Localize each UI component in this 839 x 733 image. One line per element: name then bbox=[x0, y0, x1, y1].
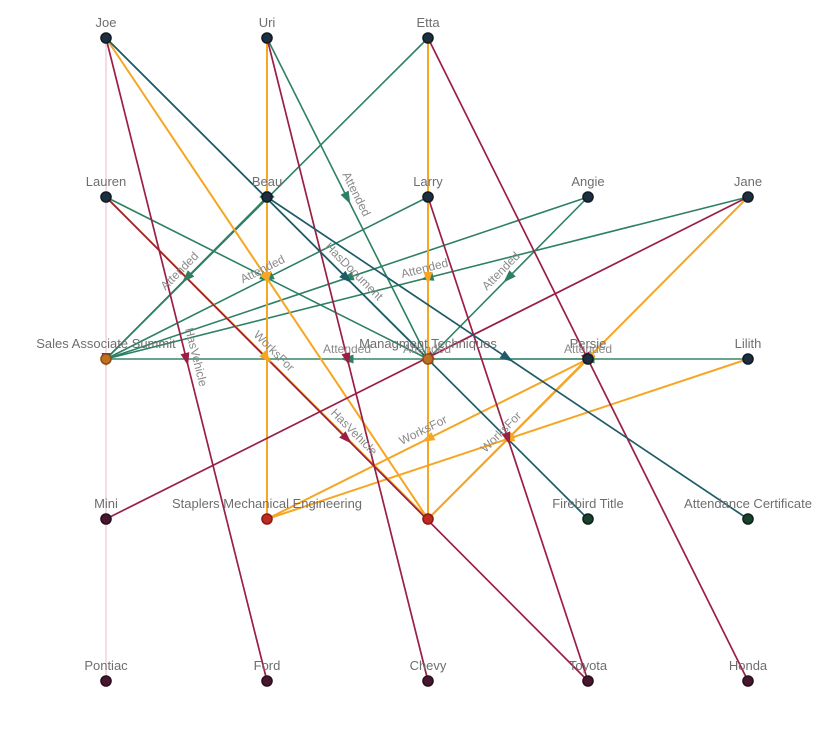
node-label-larry: Larry bbox=[413, 174, 443, 189]
node-label-persie: Persie bbox=[570, 336, 607, 351]
edge-label-persie-staplers: WorksFor bbox=[397, 412, 450, 448]
node-label-etta: Etta bbox=[416, 15, 440, 30]
node-angie[interactable] bbox=[582, 191, 594, 203]
node-label-beau: Beau bbox=[252, 174, 282, 189]
node-joe[interactable] bbox=[100, 32, 112, 44]
node-company2[interactable] bbox=[422, 513, 434, 525]
node-label-sas: Sales Associate Summit bbox=[36, 336, 176, 351]
node-labels-layer: Joe Uri Etta Lauren Beau Larry Angie Jane Sales … bbox=[36, 15, 812, 673]
edge-label-angie-mt: Attended bbox=[479, 249, 523, 293]
arrowhead-uri-chevy bbox=[341, 352, 351, 366]
node-mini[interactable] bbox=[100, 513, 112, 525]
edge-label-lauren-company2: WorksFor bbox=[251, 328, 298, 375]
node-lauren[interactable] bbox=[100, 191, 112, 203]
node-label-mini: Mini bbox=[94, 496, 118, 511]
node-larry[interactable] bbox=[422, 191, 434, 203]
node-lilith[interactable] bbox=[742, 353, 754, 365]
node-persie[interactable] bbox=[582, 353, 594, 365]
node-uri[interactable] bbox=[261, 32, 273, 44]
node-label-chevy: Chevy bbox=[410, 658, 447, 673]
node-label-ft: Firebird Title bbox=[552, 496, 624, 511]
node-honda[interactable] bbox=[742, 675, 754, 687]
arrowhead-uri-staplers bbox=[262, 272, 272, 285]
arrowhead-beau-ac bbox=[499, 350, 513, 362]
node-label-ford: Ford bbox=[254, 658, 281, 673]
edge-label-lilith-mt: Attended bbox=[564, 342, 612, 356]
arrowhead-lauren-company2 bbox=[259, 350, 272, 363]
node-label-uri: Uri bbox=[259, 15, 276, 30]
arrowhead-larry-toyota bbox=[501, 431, 511, 446]
node-toyota[interactable] bbox=[582, 675, 594, 687]
node-sas[interactable] bbox=[100, 353, 112, 365]
arrowhead-joe-ford bbox=[180, 352, 190, 366]
nodes-layer bbox=[100, 32, 754, 687]
node-pontiac[interactable] bbox=[100, 675, 112, 687]
node-label-pontiac: Pontiac bbox=[84, 658, 128, 673]
node-ford[interactable] bbox=[261, 675, 273, 687]
arrowhead-persie-staplers bbox=[421, 432, 436, 442]
node-label-lilith: Lilith bbox=[735, 336, 762, 351]
node-label-joe: Joe bbox=[96, 15, 117, 30]
node-label-toyota: Toyota bbox=[569, 658, 608, 673]
arrowhead-beau-sas bbox=[181, 270, 195, 283]
node-beau[interactable] bbox=[261, 191, 273, 203]
node-label-jane: Jane bbox=[734, 174, 762, 189]
node-mt[interactable] bbox=[422, 353, 434, 365]
node-label-honda: Honda bbox=[729, 658, 768, 673]
node-chevy[interactable] bbox=[422, 675, 434, 687]
node-label-staplers: Staplers Mechanical Engineering bbox=[172, 496, 362, 511]
arrowhead-joe-ft bbox=[339, 270, 352, 284]
arrowhead-uri-mt bbox=[340, 190, 351, 205]
node-label-ac: Attendance Certificate bbox=[684, 496, 812, 511]
node-jane[interactable] bbox=[742, 191, 754, 203]
node-ft[interactable] bbox=[582, 513, 594, 525]
edge-label-lauren-toyota: HasVehicle bbox=[328, 406, 381, 459]
arrowhead-lauren-toyota bbox=[339, 431, 352, 444]
arrowhead-etta-company2 bbox=[423, 272, 433, 285]
edge-label-lilith-sas: Attended bbox=[403, 342, 451, 356]
node-staplers[interactable] bbox=[261, 513, 273, 525]
node-label-mt: Managment Techniques bbox=[359, 336, 497, 351]
node-ac[interactable] bbox=[742, 513, 754, 525]
edge-label-persie-sas: Attended bbox=[323, 342, 371, 356]
node-label-angie: Angie bbox=[571, 174, 604, 189]
node-label-lauren: Lauren bbox=[86, 174, 126, 189]
arrowhead-angie-mt bbox=[503, 270, 516, 283]
node-etta[interactable] bbox=[422, 32, 434, 44]
